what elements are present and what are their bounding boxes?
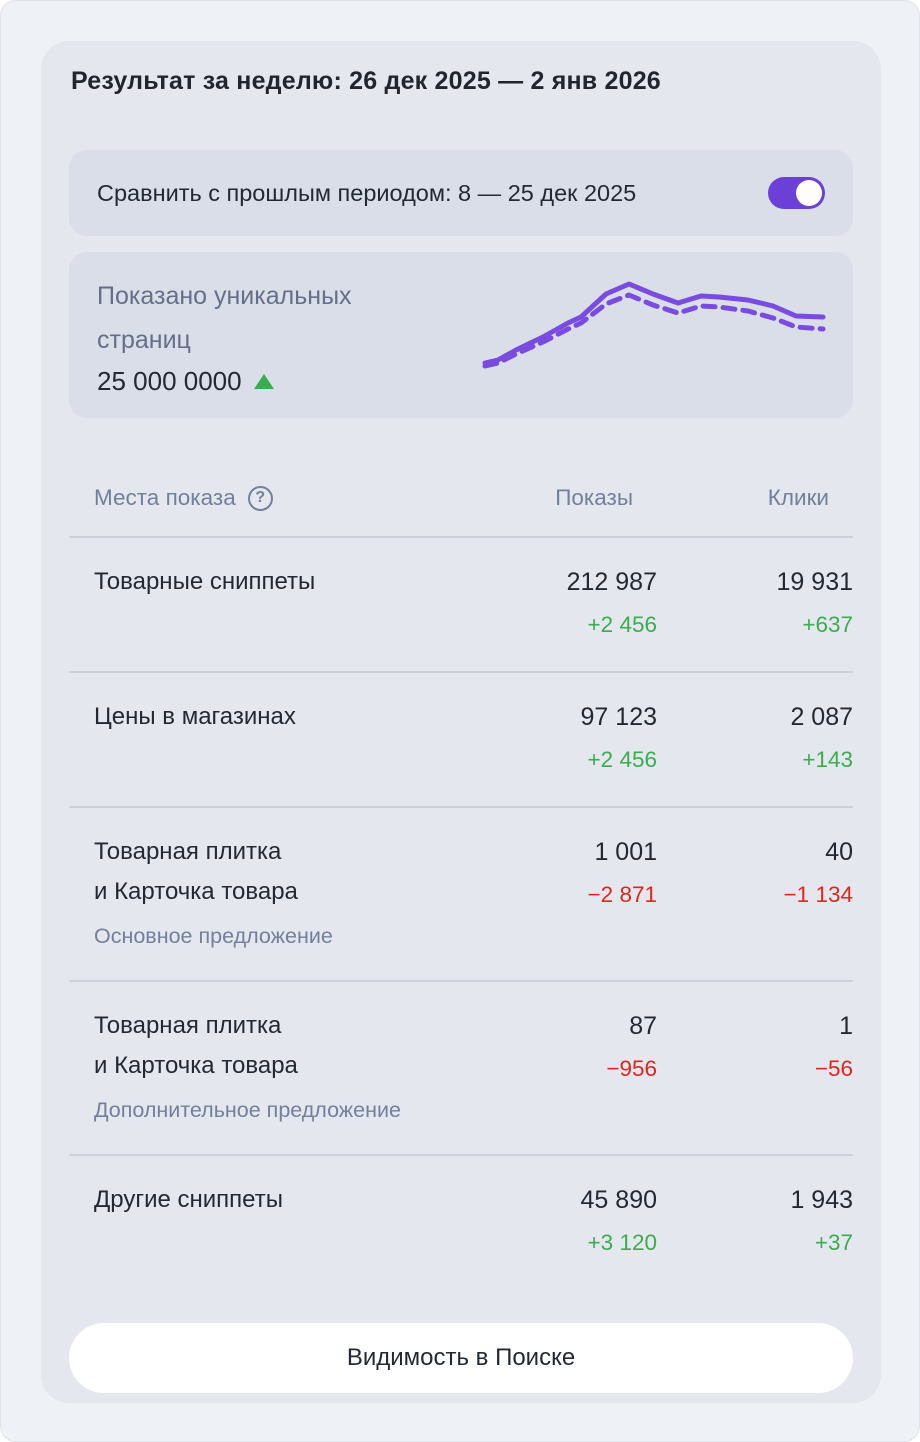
impressions-value: 1 001 — [594, 838, 657, 866]
table-row: Товарная плитка и Карточка товара Дополн… — [69, 982, 853, 1154]
column-header-clicks: Клики — [767, 485, 829, 510]
previous-period-line — [482, 292, 826, 369]
clicks-delta: +143 — [802, 747, 853, 772]
table-row: Цены в магазинах 97 123 +2 456 2 087 +14… — [69, 673, 853, 806]
table-row: Другие сниппеты 45 890 +3 120 1 943 +37 — [69, 1156, 853, 1289]
compare-toggle-switch[interactable] — [768, 177, 825, 209]
toggle-knob — [796, 180, 822, 206]
impressions-value: 87 — [629, 1012, 657, 1040]
row-label: Товарная плитка — [94, 838, 282, 865]
compare-period-label: Сравнить с прошлым периодом: 8 — 25 дек … — [97, 179, 637, 206]
placements-table: Места показа ? Показы Клики Товарные сни… — [69, 480, 853, 1289]
impressions-delta: −2 871 — [587, 882, 657, 907]
impressions-delta: +2 456 — [587, 612, 657, 637]
column-header-places: Места показа ? — [69, 485, 461, 511]
summary-meta: Показано уникальных страниц 25 000 0000 — [97, 274, 437, 397]
row-sublabel: Основное предложение — [94, 924, 333, 948]
trend-up-icon — [253, 373, 274, 389]
table-row: Товарные сниппеты 212 987 +2 456 19 931 … — [69, 538, 853, 671]
search-visibility-button[interactable]: Видимость в Поиске — [69, 1323, 853, 1393]
row-label-line2: и Карточка товара — [94, 878, 298, 905]
clicks-value: 2 087 — [790, 703, 853, 731]
help-icon[interactable]: ? — [247, 485, 273, 511]
row-divider — [69, 980, 853, 982]
clicks-delta: +37 — [814, 1230, 853, 1255]
row-label-line2: и Карточка товара — [94, 1052, 298, 1079]
table-header: Места показа ? Показы Клики — [69, 480, 853, 516]
impressions-value: 212 987 — [566, 568, 657, 596]
current-period-line — [482, 281, 826, 366]
unique-pages-summary-card[interactable]: Показано уникальных страниц 25 000 0000 — [69, 252, 853, 418]
trend-sparkline-chart — [482, 281, 826, 369]
impressions-value: 97 123 — [580, 703, 657, 731]
summary-value: 25 000 0000 — [97, 366, 437, 397]
table-row: Товарная плитка и Карточка товара Основн… — [69, 808, 853, 980]
impressions-delta: +2 456 — [587, 747, 657, 772]
row-divider — [69, 536, 853, 538]
page-title: Результат за неделю: 26 дек 2025 — 2 янв… — [71, 67, 661, 95]
weekly-results-card: Результат за неделю: 26 дек 2025 — 2 янв… — [41, 41, 881, 1403]
compare-period-row[interactable]: Сравнить с прошлым периодом: 8 — 25 дек … — [69, 150, 853, 236]
summary-label: Показано уникальных страниц — [97, 281, 352, 354]
clicks-value: 19 931 — [776, 568, 853, 596]
clicks-value: 1 — [839, 1012, 853, 1040]
row-label: Товарные сниппеты — [94, 568, 316, 595]
column-header-impressions: Показы — [555, 485, 633, 510]
row-label: Товарная плитка — [94, 1012, 282, 1039]
impressions-delta: −956 — [606, 1056, 657, 1081]
clicks-delta: −1 134 — [783, 882, 853, 907]
row-label: Цены в магазинах — [94, 703, 296, 730]
impressions-delta: +3 120 — [587, 1230, 657, 1255]
clicks-delta: +637 — [802, 612, 853, 637]
clicks-value: 40 — [825, 838, 853, 866]
row-divider — [69, 1154, 853, 1156]
row-divider — [69, 671, 853, 673]
clicks-value: 1 943 — [790, 1186, 853, 1214]
clicks-delta: −56 — [814, 1056, 853, 1081]
impressions-value: 45 890 — [580, 1186, 657, 1214]
row-sublabel: Дополнительное предложение — [94, 1098, 401, 1122]
row-divider — [69, 806, 853, 808]
row-label: Другие сниппеты — [94, 1186, 283, 1213]
